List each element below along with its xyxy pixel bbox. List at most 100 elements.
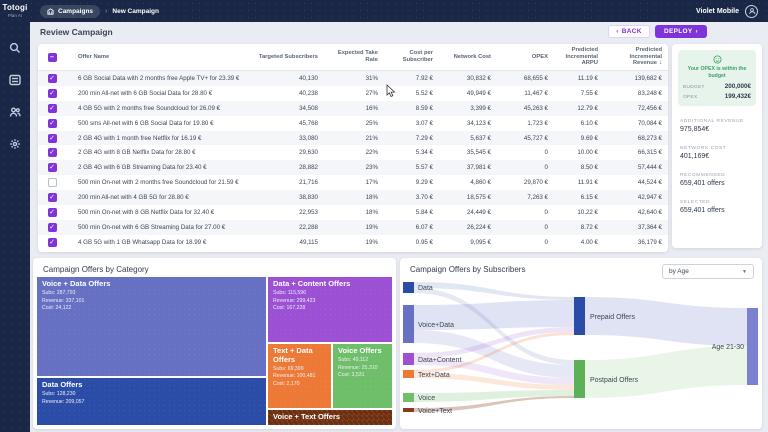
users-icon[interactable] [8, 105, 22, 119]
table-row[interactable]: 4 GB 5G with 1 GB Whatsapp Data for 18.9… [38, 235, 668, 250]
offers-table: Offer Name Targeted Subscribers Expected… [38, 44, 668, 252]
cell-cost-per-subscriber: 5.34 € [415, 149, 433, 157]
page-title: Review Campaign [40, 27, 113, 37]
sankey-label-postpaid: Postpaid Offers [590, 377, 639, 384]
cell-revenue: 36,179 € [637, 238, 662, 246]
table-row[interactable]: 4 GB 5G with 2 months free Soundcloud fo… [38, 100, 668, 116]
cell-offer-name: 4 GB 5G with 1 GB Whatsapp Data for 18.9… [78, 238, 207, 246]
column-header-cost-per-subscriber[interactable]: Cost per Subscriber [402, 50, 433, 63]
additional-revenue-value: 975,854€ [680, 125, 710, 133]
table-row[interactable]: 500 min On-net with 6 GB Streaming Data … [38, 219, 668, 235]
cell-opex: 0 [544, 208, 548, 216]
app-logo: Totogi [2, 3, 28, 12]
table-row[interactable]: 2 GB 4G with 8 GB Netflix Data for 28.80… [38, 145, 668, 160]
profile-icon[interactable] [745, 4, 758, 18]
row-checkbox[interactable] [47, 222, 57, 232]
sankey-node-prepaid[interactable] [574, 297, 585, 335]
settings-icon[interactable] [8, 137, 22, 151]
table-row[interactable]: 200 min All-net with 6 GB Social Data fo… [38, 86, 668, 101]
treemap-block-data-content[interactable]: Data + Content Offers Subs: 115,596 Reven… [267, 276, 393, 343]
table-row[interactable]: 500 min On-net with 8 GB Netflix Data fo… [38, 205, 668, 220]
treemap-block-data[interactable]: Data Offers Subs: 128,230 Revenue: 209,05… [36, 377, 267, 426]
row-checkbox[interactable] [47, 103, 57, 113]
column-header-expected-take-rate[interactable]: Expected Take Rate [337, 50, 378, 63]
cell-take-rate: 17% [365, 179, 378, 187]
cell-network-cost: 5,637 € [470, 134, 491, 142]
column-header-predicted-arpu[interactable]: Predicted Incremental ARPU [565, 47, 598, 67]
cell-opex: 45,263 € [523, 104, 548, 112]
sankey-node-voice-text[interactable] [403, 408, 414, 412]
treemap-block-text-data[interactable]: Text + Data Offers Subs: 69,399 Revenue: … [267, 343, 332, 409]
cell-targeted-subscribers: 33,080 [299, 134, 318, 142]
row-checkbox[interactable] [47, 73, 57, 83]
treemap-block-voice-data[interactable]: Voice + Data Offers Subs: 287,793 Revenue… [36, 276, 267, 377]
account-name: Violet Mobile [695, 7, 739, 15]
cell-arpu: 10.22 € [577, 208, 598, 216]
row-checkbox[interactable] [47, 163, 57, 173]
search-icon[interactable] [8, 41, 22, 55]
cell-cost-per-subscriber: 3.70 € [415, 194, 433, 202]
cell-cost-per-subscriber: 5.57 € [415, 164, 433, 172]
column-header-network-cost[interactable]: Network Cost [453, 53, 491, 60]
cell-arpu: 11.19 € [577, 74, 598, 82]
cell-targeted-subscribers: 38,830 [299, 194, 318, 202]
sankey-node-text-data[interactable] [403, 370, 414, 378]
table-body: 6 GB Social Data with 2 months free Appl… [38, 71, 668, 250]
cell-network-cost: 18,575 € [466, 194, 491, 202]
sankey-label-age: Age 21-30 [712, 344, 744, 351]
column-header-offer-name[interactable]: Offer Name [78, 53, 110, 60]
sankey-node-age-21-30[interactable] [747, 308, 758, 385]
row-checkbox[interactable] [47, 148, 57, 158]
breadcrumb-section[interactable]: Campaigns [40, 4, 101, 18]
cell-network-cost: 49,949 € [466, 89, 491, 97]
sankey-label-prepaid: Prepaid Offers [590, 314, 636, 321]
cell-arpu: 6.10 € [580, 119, 598, 127]
sankey-node-data[interactable] [403, 282, 414, 293]
cell-targeted-subscribers: 49,115 [299, 238, 318, 246]
cell-revenue: 66,315 € [637, 149, 662, 157]
mouse-cursor [386, 84, 396, 98]
treemap: Voice + Data Offers Subs: 287,793 Revenue… [36, 276, 393, 426]
back-button[interactable]: ‹ BACK [608, 25, 650, 38]
row-checkbox[interactable] [47, 207, 57, 217]
sort-desc-icon[interactable]: ↓ [659, 60, 662, 67]
row-checkbox[interactable] [47, 133, 57, 143]
row-checkbox[interactable] [47, 193, 57, 203]
sankey-node-postpaid[interactable] [574, 360, 585, 398]
column-header-opex[interactable]: OPEX [531, 53, 548, 60]
sankey-node-voice[interactable] [403, 393, 414, 402]
sankey-node-data-content[interactable] [403, 353, 414, 365]
table-row[interactable]: 2 GB 4G with 1 month free Netflix for 16… [38, 130, 668, 146]
deploy-button[interactable]: DEPLOY › [655, 25, 707, 38]
age-filter-dropdown[interactable]: by Age ▼ [662, 264, 754, 279]
select-all-checkbox[interactable] [47, 52, 57, 62]
row-checkbox[interactable] [47, 178, 57, 188]
table-header: Offer Name Targeted Subscribers Expected… [38, 44, 668, 71]
cell-offer-name: 2 GB 4G with 1 month free Netflix for 16… [78, 134, 202, 142]
deploy-arrow-icon: › [695, 28, 698, 35]
cell-network-cost: 35,545 € [466, 149, 491, 157]
cell-take-rate: 31% [365, 74, 378, 82]
campaigns-icon [47, 7, 54, 15]
table-row[interactable]: 500 sms All-net with 6 GB Social Data fo… [38, 116, 668, 131]
list-icon[interactable] [8, 73, 22, 87]
column-header-targeted-subscribers[interactable]: Targeted Subscribers [258, 53, 318, 60]
row-checkbox[interactable] [47, 88, 57, 98]
recommended-section: RECOMMENDED 659,401 offers [678, 173, 756, 187]
row-checkbox[interactable] [47, 237, 57, 247]
cell-cost-per-subscriber: 7.29 € [415, 134, 433, 142]
cell-targeted-subscribers: 22,953 [299, 208, 318, 216]
cell-arpu: 10.00 € [577, 149, 598, 157]
table-row[interactable]: 500 min On-net with 2 months free Soundc… [38, 175, 668, 190]
network-cost-value: 401,169€ [680, 152, 710, 160]
budget-label: BUDGET [683, 84, 705, 90]
column-header-predicted-revenue[interactable]: Predicted Incremental Revenue ↓ [629, 46, 662, 67]
cell-network-cost: 9,095 € [470, 238, 491, 246]
treemap-block-voice[interactable]: Voice Offers Subs: 49,112 Revenue: 25,310… [332, 343, 393, 409]
sankey-node-voice-data[interactable] [403, 305, 414, 343]
table-row[interactable]: 2 GB 4G with 6 GB Streaming Data for 23.… [38, 160, 668, 176]
row-checkbox[interactable] [47, 118, 57, 128]
table-row[interactable]: 6 GB Social Data with 2 months free Appl… [38, 71, 668, 86]
table-row[interactable]: 200 min All-net with 4 GB 5G for 28.80 €… [38, 190, 668, 206]
treemap-block-voice-text[interactable]: Voice + Text Offers [267, 409, 393, 426]
